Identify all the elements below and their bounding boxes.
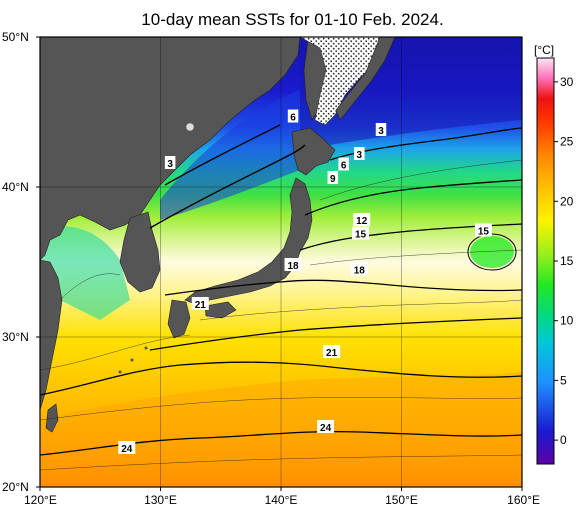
contour-label: 3 bbox=[378, 126, 384, 137]
asia-continent bbox=[40, 37, 301, 261]
colorbar-unit: [°C] bbox=[534, 43, 554, 57]
contour-label-bg bbox=[352, 226, 370, 240]
korea-peninsula bbox=[119, 211, 161, 293]
contour-label: 3 bbox=[357, 150, 363, 161]
hokkaido bbox=[291, 127, 336, 176]
contour-label: 3 bbox=[167, 159, 173, 170]
contour-label-bg bbox=[287, 109, 299, 123]
contour-label-bg bbox=[317, 420, 335, 433]
contour-label-bg bbox=[284, 258, 302, 271]
ryukyu-island-3 bbox=[144, 346, 148, 350]
taiwan bbox=[45, 403, 59, 433]
lon-tick-label: 140°E bbox=[265, 493, 298, 507]
shikoku bbox=[204, 301, 237, 319]
colorbar-ticks: 30 25 20 15 10 5 0 bbox=[554, 75, 574, 447]
contour-label: 24 bbox=[320, 423, 332, 434]
contour-label: 6 bbox=[290, 113, 296, 124]
colorbar-tick-label: 10 bbox=[560, 314, 574, 328]
contour-label: 9 bbox=[330, 174, 336, 185]
colorbar-tick-label: 15 bbox=[560, 254, 574, 268]
lon-tick-label: 160°E bbox=[507, 493, 540, 507]
contour-label: 15 bbox=[355, 230, 367, 241]
longitude-ticks: 120°E 130°E 140°E 150°E 160°E bbox=[24, 487, 540, 507]
ryukyu-island bbox=[118, 370, 122, 374]
lon-tick-label: 150°E bbox=[385, 493, 418, 507]
graticule bbox=[40, 37, 522, 487]
lat-tick-label: 20°N bbox=[2, 480, 29, 494]
lat-tick-label: 40°N bbox=[2, 180, 29, 194]
colorbar-tick-label: 25 bbox=[560, 135, 574, 149]
contour-label: 6 bbox=[341, 161, 347, 172]
kyushu bbox=[167, 299, 191, 339]
colorbar-tick-label: 5 bbox=[560, 373, 567, 387]
contour-label-bg bbox=[323, 345, 341, 358]
yellow-sea-cool bbox=[40, 226, 130, 320]
contour-label: 21 bbox=[195, 300, 207, 311]
contour-label-bg bbox=[164, 156, 176, 169]
contour-label-bg bbox=[350, 262, 368, 276]
contour-label-bg bbox=[354, 147, 365, 160]
lat-tick-label: 50°N bbox=[2, 30, 29, 44]
ryukyu-island-2 bbox=[130, 358, 134, 362]
contour-label: 18 bbox=[287, 261, 299, 272]
japan-sea-cold bbox=[160, 90, 300, 220]
izu-island bbox=[185, 122, 195, 132]
latitude-ticks: 50°N 40°N 30°N 20°N bbox=[2, 30, 40, 494]
contour-label-bg bbox=[375, 123, 387, 136]
china-coast bbox=[40, 259, 63, 411]
lat-tick-label: 30°N bbox=[2, 330, 29, 344]
lon-tick-label: 120°E bbox=[24, 493, 57, 507]
lon-tick-label: 130°E bbox=[144, 493, 177, 507]
contour-label: 15 bbox=[478, 227, 490, 238]
contour-label-bg bbox=[353, 213, 371, 226]
contour-label: 24 bbox=[121, 444, 133, 455]
colorbar bbox=[536, 57, 555, 465]
colorbar-tick-label: 30 bbox=[560, 75, 574, 89]
contour-label-bg bbox=[338, 157, 349, 171]
map-title: 10-day mean SSTs for 01-10 Feb. 2024. bbox=[141, 10, 444, 29]
contour-label-bg bbox=[474, 223, 492, 237]
colorbar-tick-label: 20 bbox=[560, 194, 574, 208]
contour-lines bbox=[40, 124, 522, 456]
contour-label-bg bbox=[118, 441, 136, 454]
colorbar-tick-label: 0 bbox=[560, 433, 567, 447]
contour-label: 12 bbox=[356, 216, 368, 227]
contour-label: 21 bbox=[326, 348, 338, 359]
eddy-contour bbox=[467, 233, 517, 271]
contour-label: 18 bbox=[354, 266, 366, 277]
kamchatka bbox=[335, 37, 396, 121]
contour-label-bg bbox=[191, 297, 209, 310]
contour-label-bg bbox=[327, 171, 339, 184]
warm-eddy bbox=[470, 236, 514, 268]
contour-lines-minor bbox=[40, 159, 522, 471]
